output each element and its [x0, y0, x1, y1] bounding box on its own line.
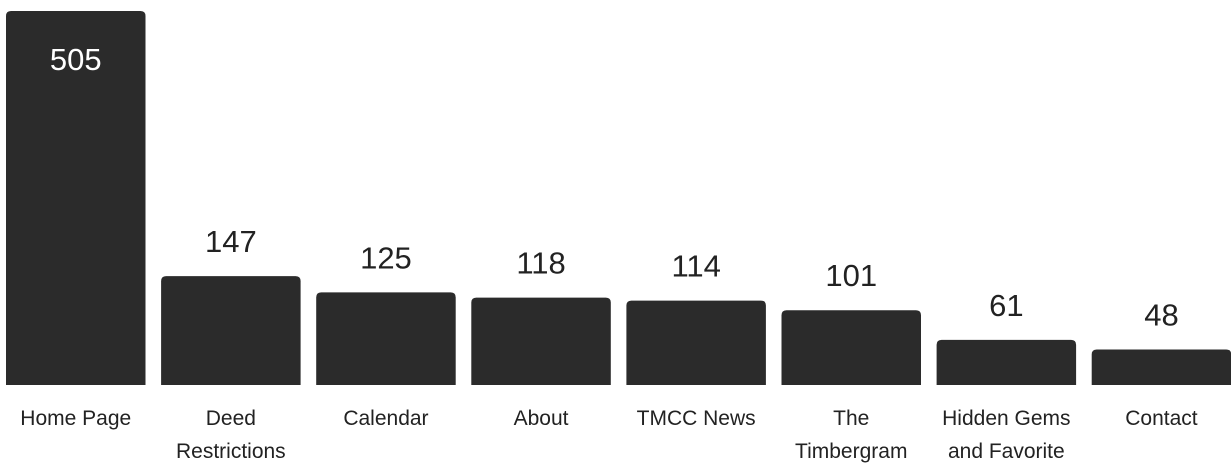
- category-labels-group: Home Page Deed Restrictions Calendar About TM…: [20, 407, 1198, 463]
- bar: [626, 300, 766, 385]
- category-tick-label: About: [514, 407, 569, 430]
- category-tick-label: The: [833, 407, 869, 430]
- category-tick-label: Timbergram: [795, 440, 907, 463]
- category-tick-label: Deed: [206, 407, 256, 430]
- bar: [471, 297, 611, 385]
- bar: [781, 310, 921, 385]
- bar-value-label: 125: [360, 240, 412, 275]
- bar: [1091, 349, 1231, 385]
- bar-value-label: 48: [1144, 297, 1178, 332]
- category-tick-label: Restrictions: [176, 440, 286, 463]
- bar: [161, 276, 301, 385]
- bar: [936, 339, 1077, 385]
- bar-value-label: 114: [671, 249, 720, 284]
- category-tick-label: Hidden Gems: [942, 407, 1070, 430]
- bar-value-label: 505: [50, 42, 102, 77]
- category-tick-label: TMCC News: [637, 407, 756, 430]
- value-labels-group: 505 147 125 118 114 101 61 48: [50, 42, 1179, 332]
- bar: [6, 11, 146, 385]
- bar: [316, 292, 456, 385]
- bar-value-label: 147: [205, 224, 257, 259]
- bars-group: [6, 11, 1231, 385]
- bar-value-label: 61: [989, 288, 1023, 323]
- bar-value-label: 118: [516, 246, 565, 281]
- bar-value-label: 101: [825, 258, 877, 293]
- category-tick-label: Home Page: [20, 407, 131, 430]
- category-tick-label: Calendar: [343, 407, 428, 430]
- category-tick-label: and Favorite: [948, 440, 1065, 463]
- category-tick-label: Contact: [1125, 407, 1198, 430]
